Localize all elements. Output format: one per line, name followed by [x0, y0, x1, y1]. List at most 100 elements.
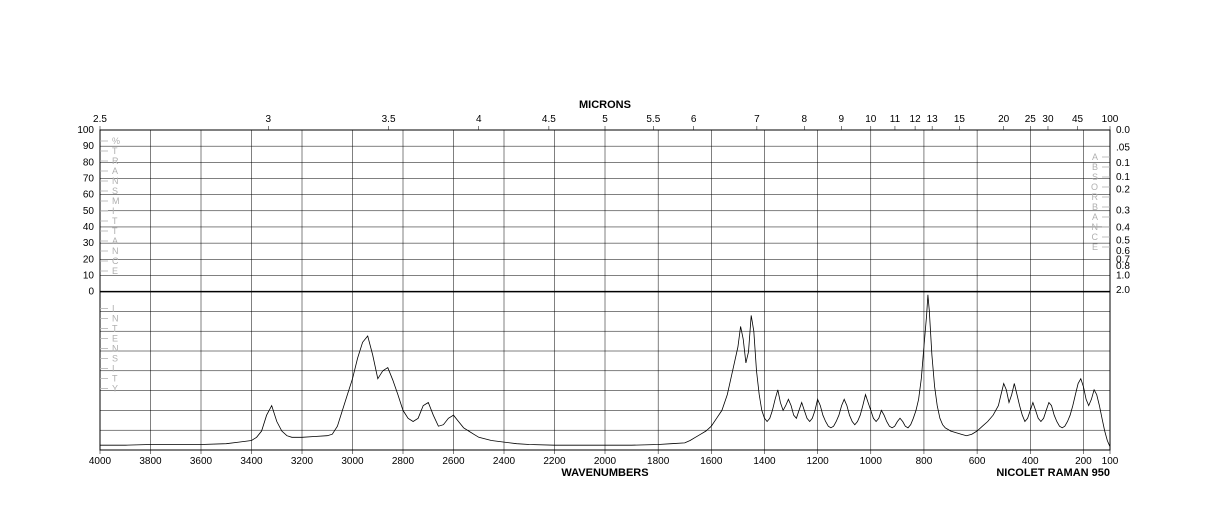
svg-text:1600: 1600: [700, 456, 723, 467]
svg-text:3.5: 3.5: [382, 114, 396, 125]
svg-text:S: S: [112, 354, 118, 364]
svg-text:800: 800: [916, 456, 933, 467]
svg-text:0.1: 0.1: [1116, 172, 1130, 183]
svg-text:12: 12: [910, 114, 922, 125]
svg-text:Y: Y: [112, 384, 118, 394]
svg-text:20: 20: [998, 114, 1010, 125]
svg-text:13: 13: [927, 114, 939, 125]
svg-text:400: 400: [1022, 456, 1039, 467]
svg-text:3600: 3600: [190, 456, 213, 467]
svg-text:200: 200: [1075, 456, 1092, 467]
svg-text:M: M: [112, 196, 120, 206]
svg-text:N: N: [112, 246, 119, 256]
svg-text:C: C: [112, 256, 119, 266]
svg-text:60: 60: [83, 190, 95, 201]
svg-text:1400: 1400: [753, 456, 776, 467]
svg-text:A: A: [112, 236, 118, 246]
svg-text:40: 40: [83, 222, 95, 233]
svg-text:100: 100: [1102, 456, 1119, 467]
svg-text:2.0: 2.0: [1116, 285, 1130, 296]
svg-text:N: N: [1092, 222, 1099, 232]
svg-text:2.5: 2.5: [93, 114, 107, 125]
svg-text:100: 100: [77, 125, 94, 136]
svg-text:0.5: 0.5: [1116, 235, 1130, 246]
svg-text:0.4: 0.4: [1116, 222, 1130, 233]
spectrum-svg: MICRONS2.533.544.555.5678910111213152025…: [0, 0, 1224, 528]
svg-text:90: 90: [83, 141, 95, 152]
svg-text:15: 15: [954, 114, 966, 125]
svg-text:5: 5: [602, 114, 608, 125]
svg-text:10: 10: [83, 270, 95, 281]
svg-text:2800: 2800: [392, 456, 415, 467]
svg-text:E: E: [112, 334, 118, 344]
svg-text:0.0: 0.0: [1116, 125, 1130, 136]
svg-text:30: 30: [83, 238, 95, 249]
svg-text:A: A: [112, 166, 118, 176]
svg-text:E: E: [1092, 242, 1098, 252]
svg-text:100: 100: [1102, 114, 1119, 125]
svg-text:I: I: [112, 364, 115, 374]
svg-text:%: %: [112, 136, 120, 146]
svg-text:1800: 1800: [647, 456, 670, 467]
svg-text:2000: 2000: [594, 456, 617, 467]
svg-text:A: A: [1092, 212, 1098, 222]
svg-text:30: 30: [1042, 114, 1054, 125]
svg-text:7: 7: [754, 114, 760, 125]
svg-text:0.3: 0.3: [1116, 206, 1130, 217]
svg-text:25: 25: [1025, 114, 1037, 125]
svg-text:1000: 1000: [860, 456, 883, 467]
svg-text:S: S: [112, 186, 118, 196]
svg-text:3: 3: [266, 114, 272, 125]
svg-text:3200: 3200: [291, 456, 314, 467]
svg-text:11: 11: [890, 114, 901, 125]
svg-text:O: O: [1091, 182, 1098, 192]
svg-text:S: S: [1092, 172, 1098, 182]
svg-text:N: N: [112, 344, 119, 354]
svg-text:80: 80: [83, 157, 95, 168]
svg-text:50: 50: [83, 206, 95, 217]
svg-text:.05: .05: [1116, 143, 1130, 154]
svg-text:R: R: [1092, 192, 1099, 202]
svg-text:2200: 2200: [543, 456, 566, 467]
instrument-label: NICOLET RAMAN 950: [996, 467, 1110, 479]
svg-text:4000: 4000: [89, 456, 112, 467]
svg-text:0.1: 0.1: [1116, 158, 1130, 169]
svg-text:2600: 2600: [442, 456, 465, 467]
svg-text:C: C: [1092, 232, 1099, 242]
svg-text:A: A: [1092, 152, 1098, 162]
svg-text:T: T: [112, 324, 118, 334]
top-axis-title: MICRONS: [579, 99, 631, 111]
svg-text:45: 45: [1072, 114, 1084, 125]
svg-text:6: 6: [691, 114, 697, 125]
svg-text:T: T: [112, 374, 118, 384]
svg-text:4: 4: [476, 114, 482, 125]
svg-text:E: E: [112, 266, 118, 276]
svg-text:T: T: [112, 226, 118, 236]
svg-text:R: R: [112, 156, 119, 166]
bottom-axis-title: WAVENUMBERS: [561, 467, 648, 479]
svg-text:I: I: [112, 206, 115, 216]
svg-text:N: N: [112, 176, 119, 186]
spectrum-chart: MICRONS2.533.544.555.5678910111213152025…: [0, 0, 1224, 528]
svg-text:N: N: [112, 314, 119, 324]
svg-text:3800: 3800: [139, 456, 162, 467]
svg-text:9: 9: [838, 114, 844, 125]
svg-text:4.5: 4.5: [542, 114, 556, 125]
svg-text:0.2: 0.2: [1116, 185, 1130, 196]
svg-text:600: 600: [969, 456, 986, 467]
svg-text:1200: 1200: [807, 456, 830, 467]
svg-text:B: B: [1092, 202, 1098, 212]
svg-text:I: I: [112, 304, 115, 314]
svg-text:3000: 3000: [341, 456, 364, 467]
svg-text:B: B: [1092, 162, 1098, 172]
svg-text:5.5: 5.5: [646, 114, 660, 125]
svg-text:T: T: [112, 216, 118, 226]
svg-text:70: 70: [83, 173, 95, 184]
svg-text:20: 20: [83, 254, 95, 265]
svg-text:3400: 3400: [240, 456, 263, 467]
svg-text:10: 10: [865, 114, 877, 125]
svg-text:T: T: [112, 146, 118, 156]
svg-text:1.0: 1.0: [1116, 270, 1130, 281]
svg-text:0: 0: [88, 287, 94, 298]
svg-text:2400: 2400: [493, 456, 516, 467]
